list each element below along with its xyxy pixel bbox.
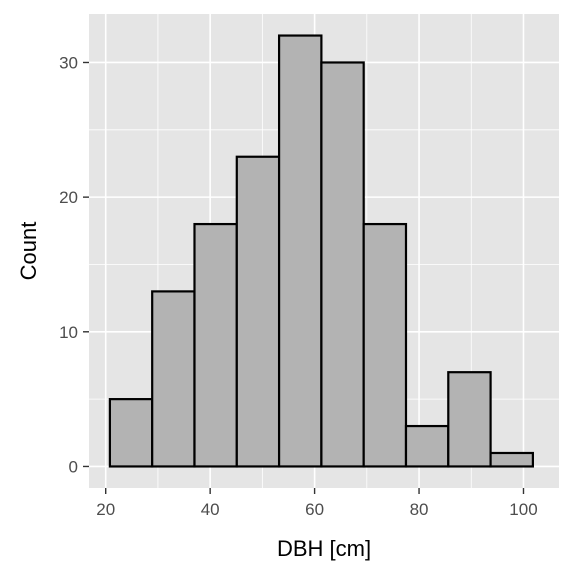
histogram-bar xyxy=(235,155,281,468)
x-tick-label: 60 xyxy=(305,500,324,519)
y-axis-title: Count xyxy=(16,222,41,281)
histogram-bar xyxy=(108,398,154,468)
histogram-bar xyxy=(193,222,238,468)
histogram-bar xyxy=(362,222,408,468)
x-tick-label: 40 xyxy=(201,500,220,519)
histogram-bar xyxy=(320,61,365,468)
bars xyxy=(108,34,534,468)
y-tick-label: 10 xyxy=(59,323,78,342)
x-tick-label: 20 xyxy=(96,500,115,519)
y-tick-label: 20 xyxy=(59,188,78,207)
histogram-bar xyxy=(277,34,323,468)
x-axis-title: DBH [cm] xyxy=(277,536,371,561)
histogram-bar xyxy=(489,451,534,468)
x-tick-label: 80 xyxy=(410,500,429,519)
histogram-bar xyxy=(404,424,450,468)
y-tick-label: 0 xyxy=(69,457,78,476)
y-tick-label: 30 xyxy=(59,53,78,72)
x-tick-label: 100 xyxy=(509,500,537,519)
histogram-bar xyxy=(151,290,196,468)
histogram-bar xyxy=(447,371,492,468)
y-axis: 0 10 20 30 xyxy=(59,53,89,476)
x-axis: 20 40 60 80 100 xyxy=(96,488,538,519)
